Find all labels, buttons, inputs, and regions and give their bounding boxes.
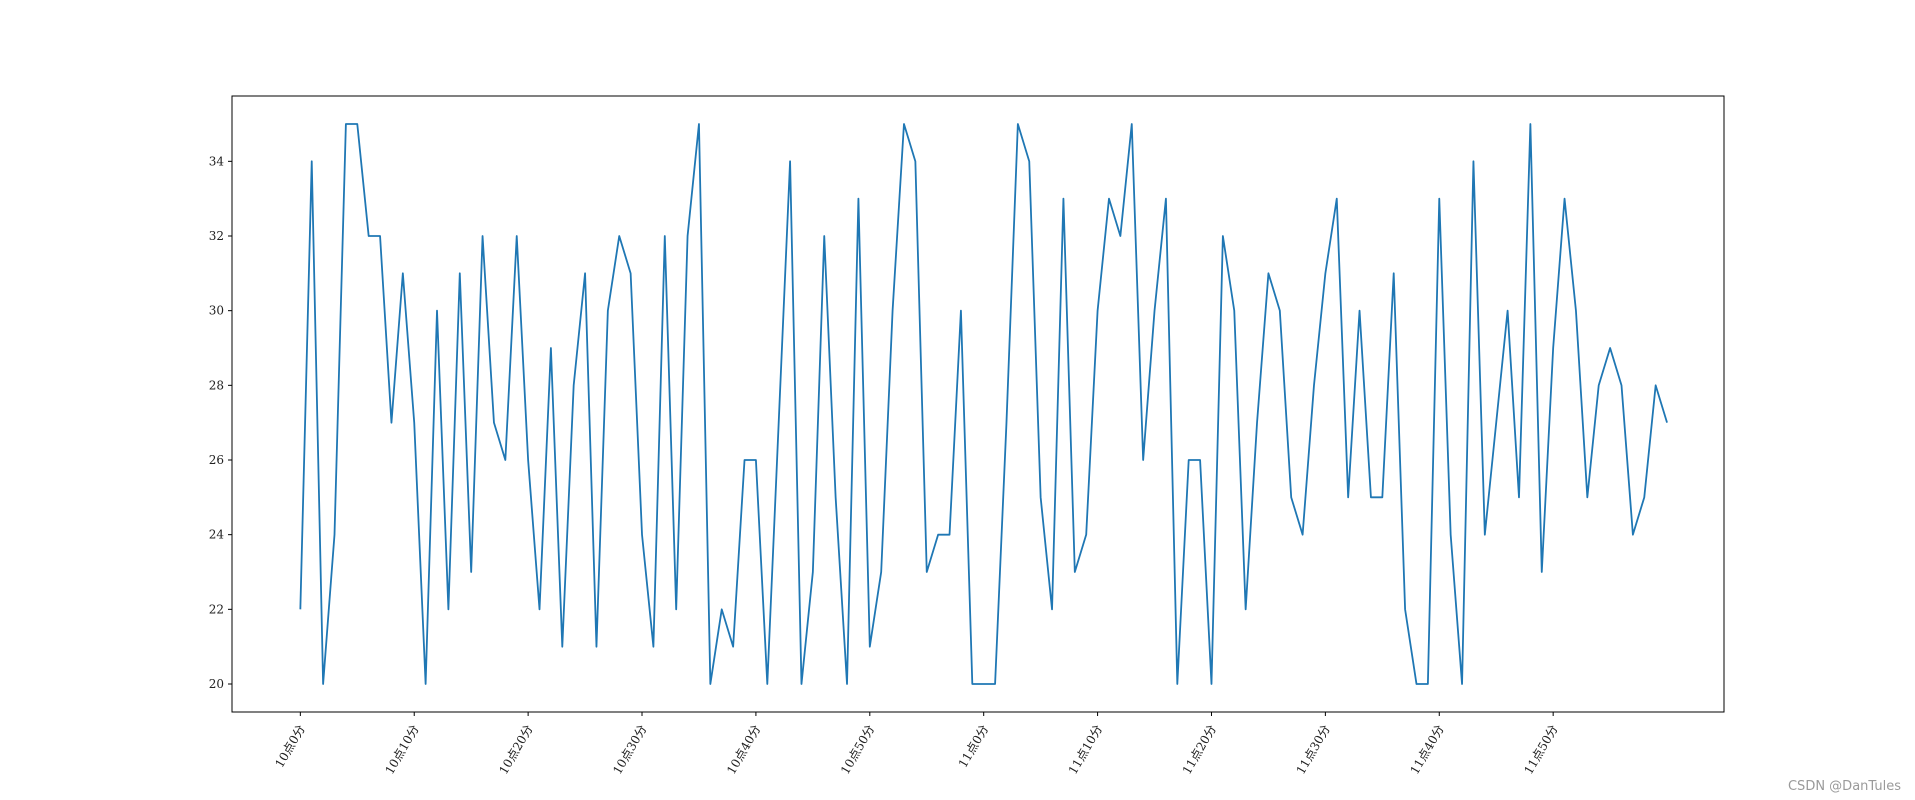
series-layer [299,123,1668,685]
x-tick-label: 10点10分 [382,723,421,777]
y-tick-label: 30 [209,304,224,318]
y-tick-label: 20 [209,677,224,691]
x-axis: 10点0分 10点10分 10点20分 10点30分 10点40分 10点50分 11点0分… [272,712,1561,777]
y-tick-label: 32 [209,229,224,243]
x-tick-label: 11点10分 [1066,723,1105,777]
x-tick-label: 11点20分 [1180,723,1219,777]
x-tick-label: 10点40分 [724,723,763,777]
x-tick-label: 10点30分 [610,723,649,777]
x-tick-label: 11点0分 [956,722,992,770]
y-tick-label: 34 [209,154,225,168]
x-tick-label: 10点50分 [838,723,877,777]
y-tick-label: 26 [209,453,224,467]
x-tick-label: 10点20分 [496,723,535,777]
series-line [299,123,1668,685]
x-tick-label: 11点50分 [1521,723,1560,777]
y-axis: 20 22 24 26 28 30 32 34 [209,154,232,691]
x-tick-label: 11点40分 [1407,723,1446,777]
y-tick-label: 24 [209,528,225,542]
y-tick-label: 28 [209,378,224,392]
x-tick-label: 10点0分 [272,723,308,771]
y-tick-label: 22 [209,602,224,616]
watermark-text: CSDN @DanTules [1787,779,1901,794]
x-tick-label: 11点30分 [1294,723,1333,777]
plot-frame [231,95,1725,713]
